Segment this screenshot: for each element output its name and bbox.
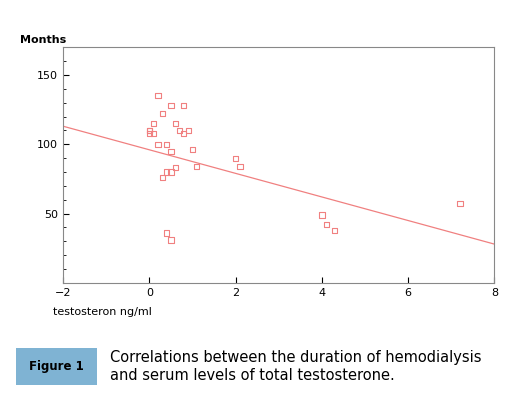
Point [180, 130, 188, 136]
Point [158, 110, 167, 117]
Point [163, 230, 171, 236]
Point [163, 169, 171, 175]
Point [231, 155, 240, 161]
Point [167, 237, 175, 243]
Point [184, 127, 193, 134]
Point [145, 130, 154, 136]
Point [175, 127, 184, 134]
Point [193, 163, 201, 170]
Point [154, 141, 162, 147]
Point [149, 130, 158, 136]
Point [171, 165, 179, 171]
Point [167, 148, 175, 154]
Point [167, 169, 175, 175]
Point [171, 120, 179, 127]
Point [145, 127, 154, 134]
Point [167, 102, 175, 108]
Point [331, 227, 339, 233]
Point [318, 212, 326, 218]
Point [456, 201, 464, 207]
Point [154, 93, 162, 99]
Point [322, 222, 330, 228]
Point [163, 141, 171, 147]
Text: Correlations between the duration of hemodialysis
and serum levels of total test: Correlations between the duration of hem… [110, 350, 482, 383]
Point [236, 163, 244, 170]
Point [149, 120, 158, 127]
Point [180, 102, 188, 108]
Text: testosteron ng/ml: testosteron ng/ml [53, 307, 151, 316]
Point [145, 127, 154, 134]
Point [158, 174, 167, 181]
Text: Months: Months [20, 35, 66, 45]
Point [188, 147, 197, 153]
Text: Figure 1: Figure 1 [29, 360, 84, 373]
